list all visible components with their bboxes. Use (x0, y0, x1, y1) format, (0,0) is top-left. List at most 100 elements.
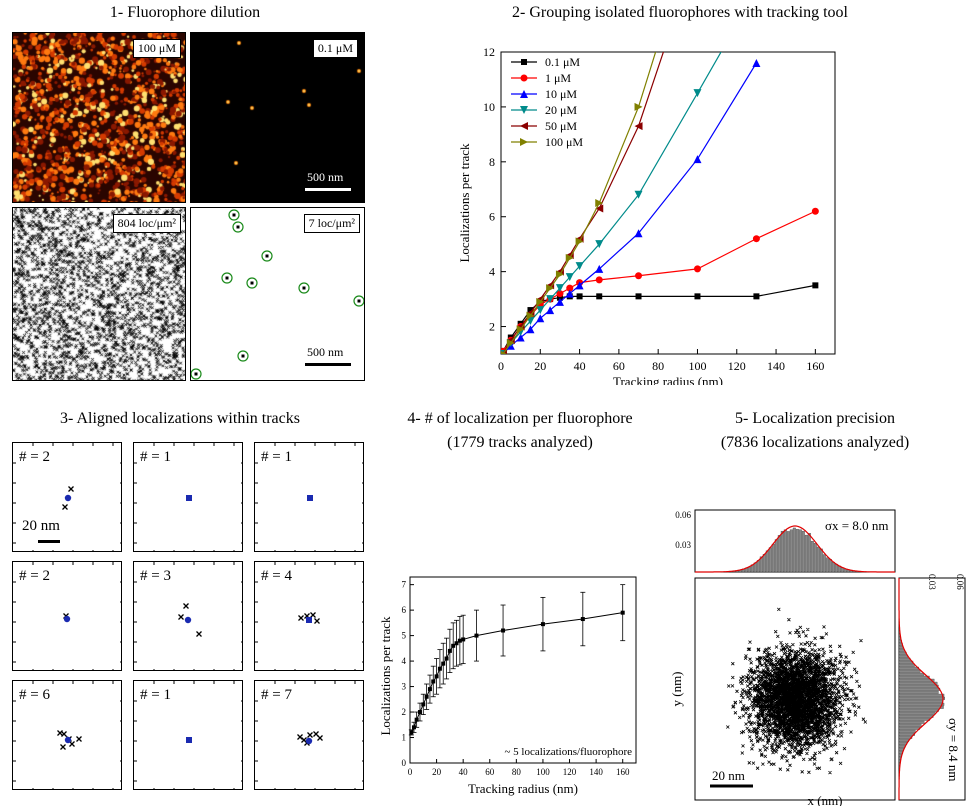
hist-x-bar (816, 546, 820, 573)
data-point (693, 155, 702, 164)
panel4-title-1: 4- # of localization per fluorophore (407, 410, 633, 427)
localization-mark-7 (241, 354, 245, 358)
hist-y-bar (898, 705, 944, 709)
label-01uM: 0.1 μM (312, 39, 358, 58)
track-count-label: # = 2 (19, 449, 50, 465)
data-point (575, 281, 584, 290)
data-point (444, 656, 449, 661)
localization-cross (307, 732, 313, 738)
track-center (184, 616, 192, 624)
data-point (546, 306, 555, 315)
track-box: # = 4 (254, 561, 364, 671)
chart2-ytick-label: 4 (489, 265, 495, 279)
scale-bar-bottom (305, 363, 351, 366)
hist-x-bar (822, 554, 826, 573)
legend-marker (520, 122, 528, 130)
panel3-scale-text: 20 nm (22, 518, 60, 534)
localization-mark-6 (357, 299, 361, 303)
track-count-label: # = 7 (261, 687, 292, 703)
hist-x-bar (810, 540, 814, 573)
panel5-title-1: 5- Localization precision (735, 410, 895, 427)
localizations-sparse: 7 loc/μm² 500 nm (190, 207, 365, 381)
track-circle-3 (221, 272, 233, 284)
hist-x-bar (774, 539, 778, 573)
data-point (457, 638, 462, 643)
data-point (424, 694, 429, 699)
track-center (186, 737, 192, 743)
data-point (634, 229, 643, 238)
track-center (64, 736, 72, 744)
chart2-ylabel: Localizations per track (457, 143, 472, 263)
data-point (516, 325, 525, 334)
data-point (565, 253, 574, 262)
data-point (693, 89, 702, 98)
hist-y-bar (898, 711, 936, 715)
chart2-ytick-label: 10 (483, 100, 495, 114)
data-point (536, 314, 545, 323)
data-point (580, 617, 585, 622)
legend-marker (520, 138, 528, 146)
track-circle-5 (298, 282, 310, 294)
chart4-ytick-label: 4 (402, 656, 407, 666)
hist-y-tick-label: 0.06 (955, 574, 965, 590)
chart2-ytick-label: 12 (483, 45, 495, 59)
hist-x-bar (825, 557, 829, 573)
localization-mark-3 (225, 276, 229, 280)
localization-cross (314, 618, 320, 624)
data-point (555, 297, 564, 306)
legend-label: 1 μM (545, 71, 571, 85)
hist-y-bar (898, 720, 925, 724)
panel5-ylabel: y (nm) (669, 671, 684, 706)
track-center (63, 615, 71, 623)
track-center (305, 737, 313, 745)
chart2-xtick-label: 100 (688, 359, 706, 373)
sparse-localization-map (191, 209, 364, 380)
chart4-annotation: ~ 5 localizations/fluorophore (504, 746, 632, 758)
density-low-label: 7 loc/μm² (303, 214, 360, 233)
track-plot (134, 562, 242, 670)
localization-cross (57, 730, 63, 736)
hist-y-bar (898, 717, 930, 721)
label-100uM: 100 μM (132, 39, 181, 58)
localizations-per-fluorophore-chart: 0 20 40 60 80 100 120 140 160 0 1 2 3 4 5 6 7 Tracking ra… (378, 576, 637, 796)
localization-cross (317, 735, 323, 741)
data-point (634, 102, 643, 111)
track-count-label: # = 3 (140, 568, 171, 584)
data-point (536, 306, 545, 315)
hist-y-bar (898, 696, 946, 700)
data-point (441, 661, 446, 666)
panel4-title-2: (1779 tracks analyzed) (447, 434, 593, 451)
chart2-xtick-label: 120 (728, 359, 746, 373)
chart4-xtick-label: 140 (589, 767, 603, 777)
chart2-xtick-label: 160 (806, 359, 824, 373)
mean-line (410, 612, 623, 733)
data-point (454, 641, 459, 646)
track-box: # = 7 (254, 680, 364, 790)
chart4-frame (409, 576, 637, 764)
chart4-xtick-label: 0 (408, 767, 413, 777)
data-point (752, 58, 761, 67)
hist-y-bar (898, 681, 938, 685)
data-point (417, 710, 422, 715)
data-point (565, 273, 574, 282)
data-point (527, 307, 534, 314)
hist-x-bar (798, 529, 802, 573)
localization-mark-5 (302, 286, 306, 290)
localization-cross (297, 734, 303, 740)
track-box: # = 1 (133, 680, 243, 790)
fluorescence-image-sparse (191, 33, 364, 202)
chart2-xlabel: Tracking radius (nm) (613, 374, 723, 385)
panel3-scale-bar (38, 540, 60, 543)
data-point (555, 270, 564, 279)
data-point (635, 272, 643, 280)
hist-y-bar (898, 726, 920, 730)
image-100uM: 100 μM (12, 32, 186, 203)
hist-y-fit (898, 578, 944, 800)
hist-x-bar (762, 554, 766, 573)
track-count-label: # = 1 (140, 449, 171, 465)
track-count-label: # = 1 (261, 449, 292, 465)
track-circle-4 (246, 277, 258, 289)
chart2-xtick-label: 20 (534, 359, 546, 373)
hist-y-bar (898, 714, 934, 718)
data-point (595, 204, 604, 213)
